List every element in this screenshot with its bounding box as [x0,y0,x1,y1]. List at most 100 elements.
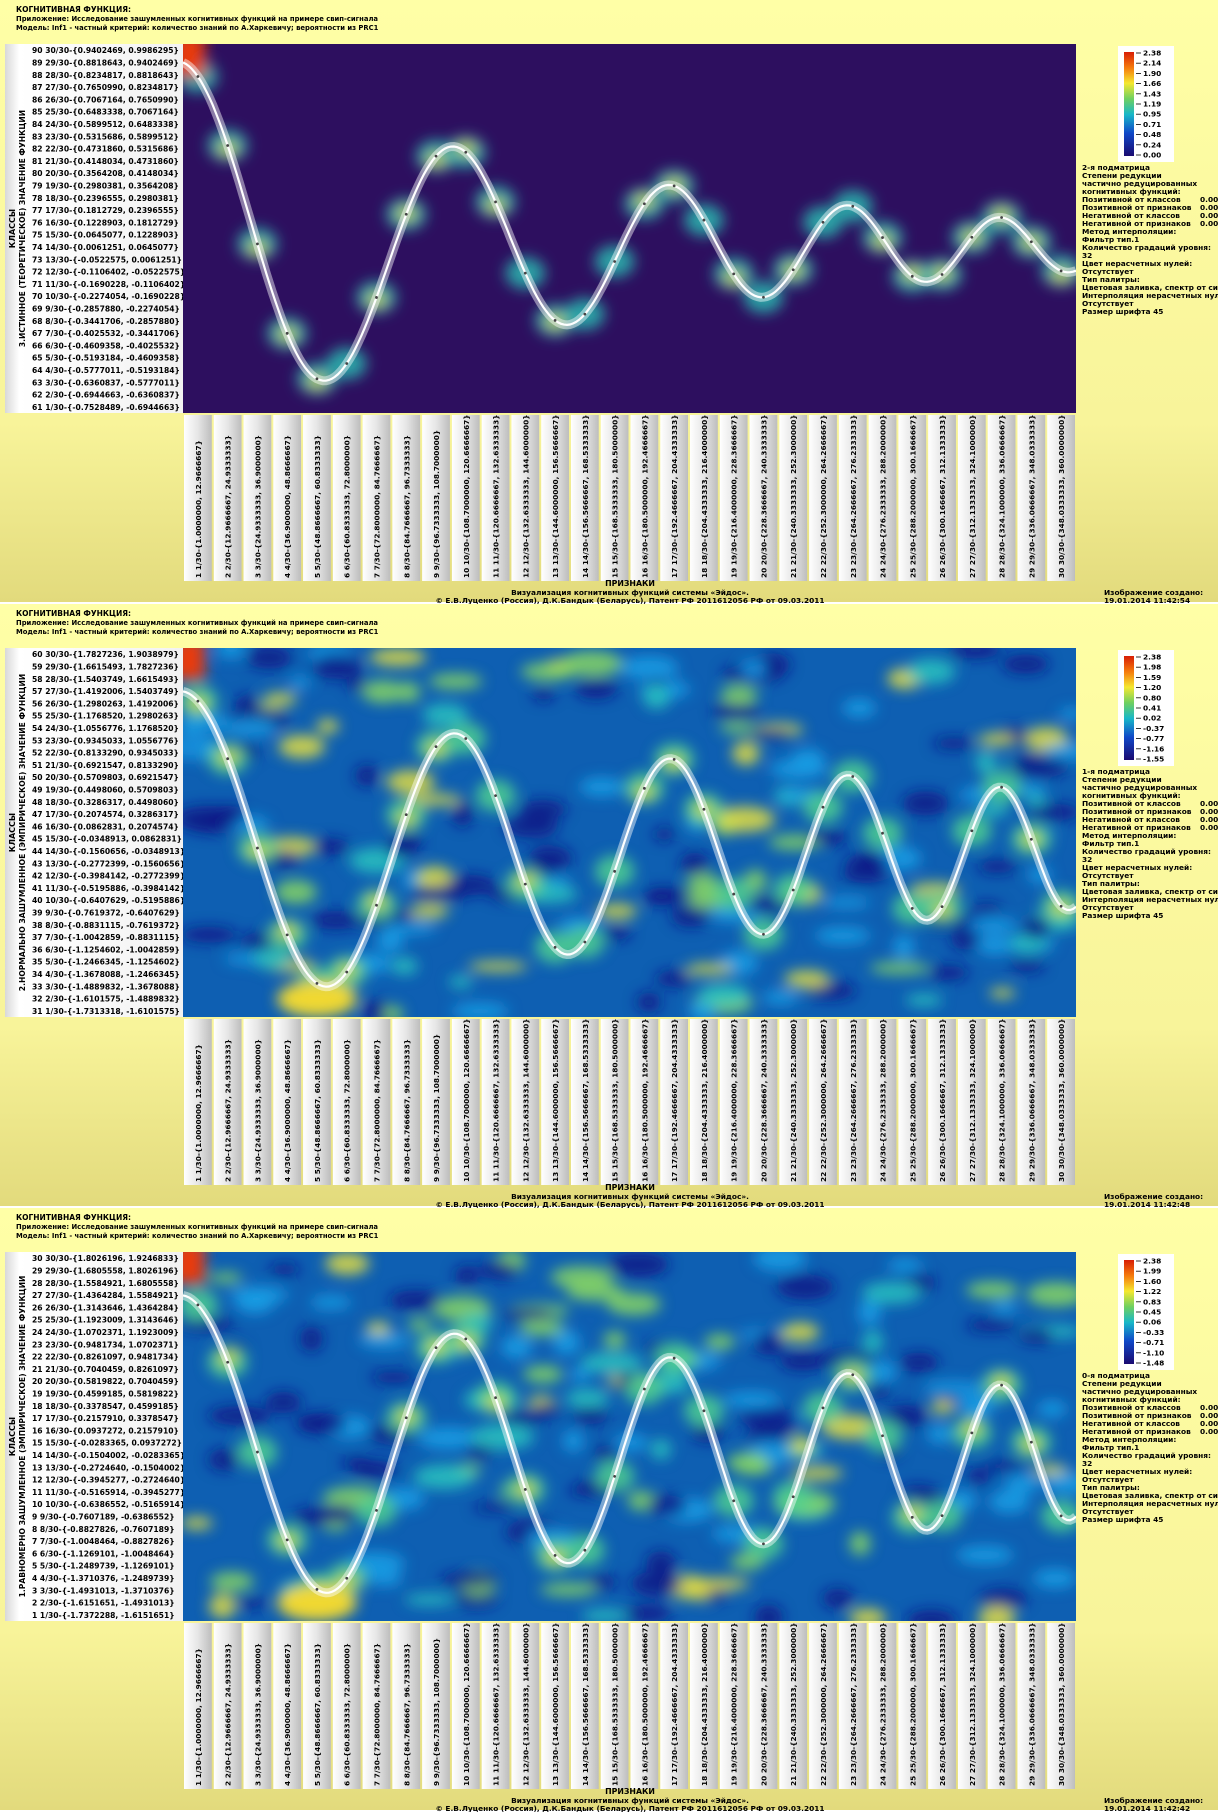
y-tick-label: 35 5/30-{-1.2466345, -1.1254602} [32,958,180,967]
heatmap-cell [265,1391,302,1414]
y-tick-label: 40 10/30-{-0.6407629, -0.5195886} [32,896,185,905]
x-tick-label: 26 26/30-{300.1666667, 312.1333333} [938,414,947,578]
x-tick-label: 16 16/30-{180.5000000, 192.4666667} [640,1622,649,1786]
curve-point [375,296,378,299]
created-label: Изображение создано: [1104,1796,1203,1805]
curve [183,1294,1076,1594]
x-tick-label: 25 25/30-{288.2000000, 300.1666667} [908,414,917,578]
info-label: Позитивной от признаков [1082,203,1192,212]
y-tick-label: 11 11/30-{-0.5165914, -0.3945277} [32,1488,185,1497]
x-tick-label: 19 19/30-{216.4000000, 228.3666667} [730,1018,739,1182]
x-tick-label: 11 11/30-{120.6666667, 132.6333333} [492,414,501,578]
heatmap-cell [741,660,767,678]
x-label-stripe [451,1019,480,1185]
info-value: 0.00 [1200,807,1218,816]
heatmap-cell [562,1429,584,1453]
curve-point [285,1538,289,1542]
header-title: КОГНИТИВНАЯ ФУНКЦИЯ: [16,1213,131,1222]
info-value: 0.00 [1200,1411,1218,1420]
heatmap-cell [923,1381,986,1396]
x-label-stripe [481,1019,510,1185]
y-tick-label: 75 15/30-{0.0645077, 0.1228903} [32,231,179,240]
y-tick-label: 45 15/30-{-0.0348913, 0.0862831} [32,835,182,844]
x-label-stripe [987,1623,1016,1789]
info-line: Степени редукции [1082,775,1162,784]
x-tick-label: 18 18/30-{204.4333333, 216.4000000} [700,1622,709,1786]
x-label-stripe [809,415,837,581]
y-tick-label: 60 30/30-{1.7827236, 1.9038979} [32,650,179,659]
y-tick-label: 67 7/30-{-0.4025532, -0.3441706} [32,329,180,338]
heatmap-cell [647,1495,688,1516]
info-line: Тип палитры: [1082,1483,1140,1492]
curve-point [613,260,617,263]
heatmap-cell [404,1594,456,1606]
curve-point [553,319,557,322]
info-line: Интерполяция нерасчетных нуле [1082,895,1218,904]
y-tick-label: 29 29/30-{1.6805558, 1.8026196} [32,1266,179,1275]
x-label-stripe [422,1019,450,1185]
legend-tick-label: -1.55 [1143,755,1164,764]
y-tick-label: 43 13/30-{-0.2772399, -0.1560656} [32,859,185,868]
y-tick-label: 4 4/30-{-1.3710376, -1.2489739} [32,1574,175,1583]
heatmap-cell [316,719,340,734]
heatmap-cell [369,648,427,667]
x-label-stripe [570,1623,599,1789]
x-tick-label: 27 27/30-{312.1333333, 324.1000000} [968,1018,977,1182]
curve-point [1059,1514,1063,1518]
x-tick-label: 10 10/30-{108.7000000, 120.6666667} [462,1018,471,1182]
curve-point [881,1434,884,1438]
y-tick-label: 56 26/30-{1.2980263, 1.4192006} [32,699,179,708]
curve-point [1029,837,1033,841]
y-tick-label: 39 9/30-{-0.7619372, -0.6407629} [32,908,180,917]
heatmap-cell [217,1350,238,1365]
y-tick-label: 30 30/30-{1.8026196, 1.9246833} [32,1254,179,1263]
footer-line1: Визуализация когнитивных функций системы… [511,1192,749,1201]
legend-tick-label: 0.48 [1143,130,1161,139]
curve-point [494,794,497,798]
y-tick-label: 85 25/30-{0.6483338, 0.7067164} [32,108,179,117]
curve [183,61,1076,382]
x-tick-label: 30 30/30-{348.0333333, 360.0000000} [1057,1018,1066,1182]
submatrix-label: 1-я подматрица [1082,767,1150,776]
x-tick-label: 23 23/30-{264.2666667, 276.2333333} [849,1622,858,1786]
curve-point [821,220,825,224]
x-label-stripe [332,1623,361,1789]
heatmap-cell [208,1448,240,1471]
y-tick-label: 47 17/30-{0.2074574, 0.3286317} [32,810,179,819]
heatmap-cell [671,903,711,928]
heatmap-cell [1042,743,1076,760]
x-label-stripe [838,415,867,581]
y-tick-label: 13 13/30-{-0.2724640, -0.1504002} [32,1463,185,1472]
info-line: Цветовая заливка, спектр от син [1082,283,1218,292]
legend-tick-label: 0.83 [1143,1297,1161,1306]
x-label-stripe [1047,415,1075,581]
heatmap-cell [310,910,361,930]
heatmap-cell [642,685,670,710]
x-tick-label: 16 16/30-{180.5000000, 192.4666667} [640,414,649,578]
heatmap-cell [857,1300,882,1326]
y-tick-label: 50 20/30-{0.5709803, 0.6921547} [32,773,179,782]
x-tick-label: 22 22/30-{252.3000000, 264.2666667} [819,1622,828,1786]
x-tick-label: 24 24/30-{276.2333333, 288.2000000} [879,1622,888,1786]
y-tick-label: 63 3/30-{-0.6360837, -0.5777011} [32,378,180,387]
x-tick-label: 21 21/30-{240.3333333, 252.3000000} [789,1622,798,1786]
heatmap-cell [720,685,758,706]
curve-point [315,377,319,381]
y-tick-label: 6 6/30-{-1.1269101, -1.0048464} [32,1549,175,1558]
heatmap-cell [311,838,350,856]
x-tick-label: 1 1/30-{1.0000000, 12.9666667} [194,440,203,578]
y-tick-label: 23 23/30-{0.9481734, 1.0702371} [32,1340,179,1349]
x-tick-label: 8 8/30-{84.7666667, 96.7333333} [402,435,411,578]
legend-tick-label: 0.02 [1143,714,1161,723]
y-tick-label: 81 21/30-{0.4148034, 0.4731860} [32,157,179,166]
heatmap-cell [906,1609,957,1621]
y-axis-title: КЛАССЫ [8,209,17,248]
x-axis-title: ПРИЗНАКИ [605,1787,655,1796]
heatmap-cell [523,1365,563,1383]
curve-point [196,699,200,703]
x-tick-label: 26 26/30-{300.1666667, 312.1333333} [938,1018,947,1182]
x-tick-label: 7 7/30-{72.8000000, 84.7666667} [372,1643,381,1786]
x-label-stripe [511,415,540,581]
y-tick-label: 37 7/30-{-1.0042859, -0.8831115} [32,933,180,942]
heatmap-hotspot [276,981,357,1017]
